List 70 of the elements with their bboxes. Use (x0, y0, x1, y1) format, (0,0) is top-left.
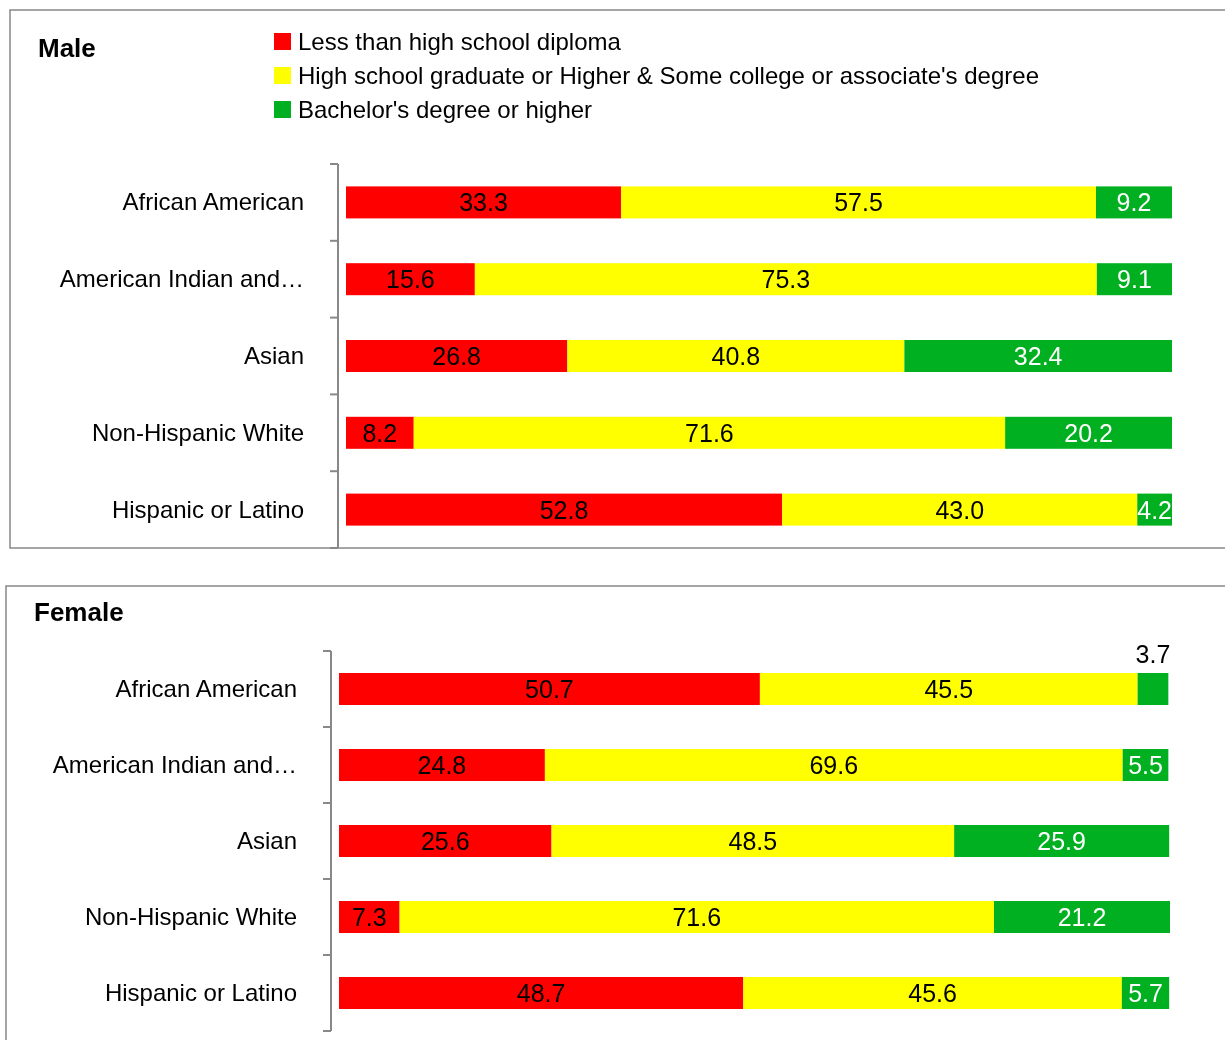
data-label: 5.7 (1128, 979, 1163, 1007)
bar (782, 493, 1138, 526)
data-label: 40.8 (711, 342, 761, 370)
data-label: 15.6 (386, 265, 435, 294)
data-label: 43.0 (935, 495, 985, 524)
y-tick-label: American Indian and… (52, 751, 297, 778)
bar (1096, 263, 1172, 296)
data-label: 26.8 (432, 342, 482, 370)
data-label: 20.2 (1064, 418, 1113, 447)
bar (413, 416, 1006, 449)
bar (474, 263, 1097, 296)
data-label: 4.2 (1137, 495, 1173, 524)
data-label: 8.2 (362, 418, 398, 447)
bar (339, 977, 744, 1009)
bar (339, 749, 545, 781)
data-label: 52.8 (539, 495, 589, 524)
data-label: 5.5 (1128, 751, 1163, 779)
bar (904, 340, 1172, 372)
y-tick-label: Hispanic or Latino (104, 979, 297, 1006)
text: Male (38, 33, 96, 63)
data-label: 50.7 (525, 675, 574, 703)
data-label: 48.5 (728, 827, 778, 855)
bar (567, 340, 905, 372)
y-tick-label: African American (122, 188, 304, 216)
bar (339, 901, 400, 933)
bar (1137, 673, 1169, 705)
text: Female (34, 597, 124, 627)
data-label: 71.6 (685, 418, 734, 447)
bar (743, 977, 1122, 1009)
data-label: 75.3 (761, 265, 811, 294)
bar (759, 673, 1138, 705)
y-tick-label: Non-Hispanic White (84, 903, 297, 930)
y-tick-label: Asian (236, 827, 297, 854)
bar (346, 186, 622, 219)
data-label: 71.6 (672, 903, 722, 931)
bar (994, 901, 1170, 933)
data-label: 25.9 (1037, 827, 1086, 855)
bar (346, 493, 783, 526)
bar (346, 340, 568, 372)
data-label: 32.4 (1013, 342, 1063, 370)
data-label: 3.7 (1135, 640, 1171, 668)
legend-label: Bachelor's degree or higher (298, 96, 593, 123)
bar (621, 186, 1097, 219)
data-label: 45.5 (924, 675, 974, 703)
data-label: 69.6 (809, 751, 859, 779)
data-label: 33.3 (459, 188, 508, 217)
bar (1005, 416, 1172, 449)
legend-label: High school graduate or Higher & Some college or associate's degree (298, 62, 1039, 89)
y-tick-label: Non-Hispanic White (91, 418, 304, 446)
data-label: 9.2 (1116, 188, 1152, 217)
bar (544, 749, 1123, 781)
data-label: 7.3 (351, 903, 387, 931)
bar (346, 263, 475, 296)
bar (339, 825, 552, 857)
data-label: 57.5 (834, 188, 883, 217)
data-label: 24.8 (417, 751, 467, 779)
bar (551, 825, 955, 857)
data-label: 45.6 (908, 979, 957, 1007)
y-tick-label: African American (115, 675, 297, 702)
y-tick-label: Hispanic or Latino (111, 495, 304, 523)
data-label: 9.1 (1117, 265, 1152, 294)
bar (399, 901, 994, 933)
bar (339, 673, 760, 705)
legend-label: Less than high school diploma (298, 28, 622, 55)
y-tick-label: American Indian and… (59, 265, 304, 293)
data-label: 48.7 (516, 979, 566, 1007)
data-label: 25.6 (420, 827, 470, 855)
y-tick-label: Asian (243, 342, 304, 369)
bar (954, 825, 1170, 857)
data-label: 21.2 (1057, 903, 1107, 931)
